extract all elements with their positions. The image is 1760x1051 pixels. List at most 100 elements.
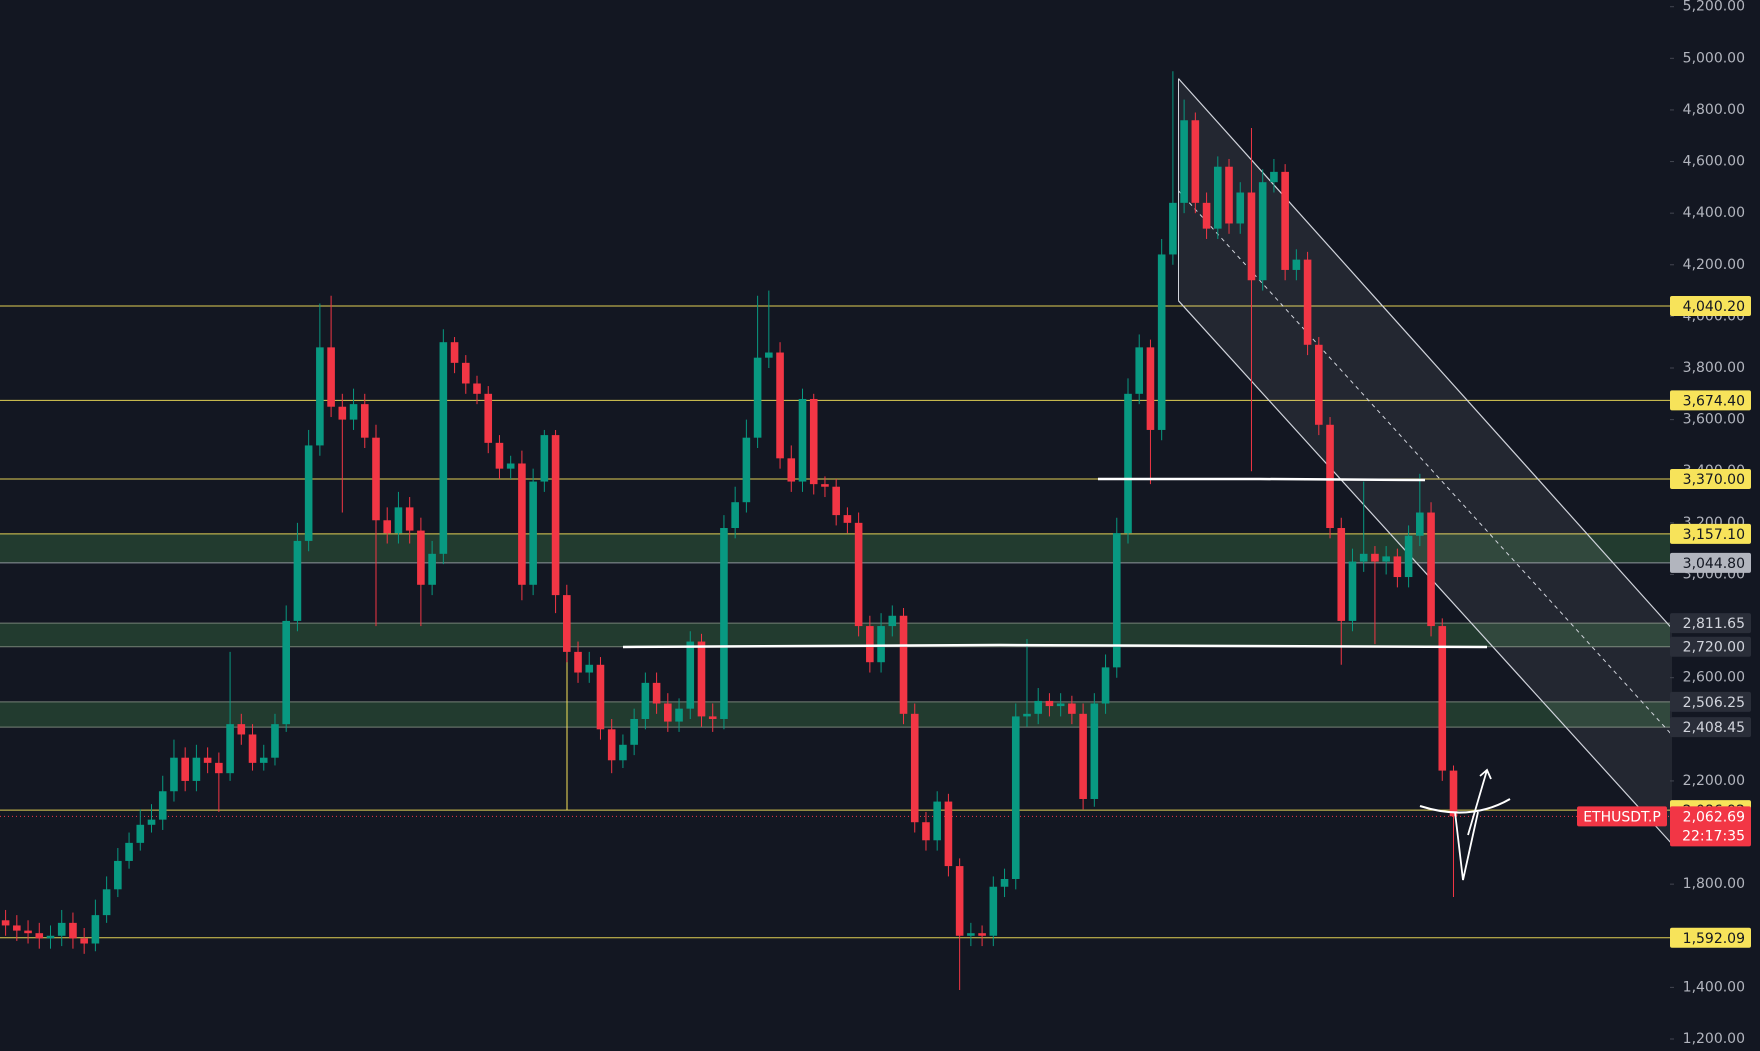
candle-body bbox=[1371, 553, 1379, 562]
candle-body bbox=[866, 626, 874, 663]
level-label: 2,811.65 bbox=[1683, 616, 1745, 632]
candle-body bbox=[686, 641, 695, 709]
candle-body bbox=[1438, 626, 1447, 771]
candle-body bbox=[551, 435, 560, 596]
candle-body bbox=[675, 708, 683, 722]
level-label-box bbox=[1670, 927, 1751, 948]
candle-body bbox=[720, 528, 728, 719]
candle-body bbox=[80, 938, 88, 944]
candle-body bbox=[24, 930, 32, 934]
candle-body bbox=[136, 824, 145, 843]
candle-body bbox=[450, 342, 459, 363]
candle-body bbox=[1056, 703, 1065, 707]
candle-body bbox=[933, 801, 941, 841]
candle-body bbox=[125, 842, 133, 861]
candle-body bbox=[360, 404, 369, 438]
candle-body bbox=[13, 925, 21, 931]
candle-body bbox=[1427, 512, 1435, 627]
candle-body bbox=[1382, 556, 1390, 562]
candle-body bbox=[192, 757, 201, 781]
symbol-box bbox=[1577, 806, 1667, 827]
level-label-box bbox=[1670, 613, 1751, 634]
candle-body bbox=[338, 406, 347, 420]
candle-body bbox=[215, 762, 223, 774]
candle-body bbox=[282, 620, 290, 725]
level-label: 2,506.25 bbox=[1683, 695, 1745, 711]
level-label: 3,370.00 bbox=[1683, 472, 1745, 488]
drawn-arrow bbox=[1467, 768, 1492, 836]
candle-body bbox=[1, 920, 10, 926]
candle-body bbox=[316, 347, 324, 446]
symbol-label: ETHUSDT.P bbox=[1583, 809, 1661, 825]
level-label-box bbox=[1670, 717, 1751, 738]
candle-body bbox=[1270, 171, 1278, 183]
candle-body bbox=[506, 463, 515, 469]
candle-body bbox=[787, 458, 796, 482]
candle-body bbox=[607, 729, 616, 761]
level-label-box bbox=[1670, 468, 1751, 489]
candle-body bbox=[226, 724, 234, 774]
candle-body bbox=[349, 404, 358, 420]
candle-body bbox=[821, 484, 829, 487]
drawn-line bbox=[1098, 477, 1426, 482]
candle-body bbox=[327, 347, 335, 407]
candle-body bbox=[170, 757, 178, 792]
candle-body bbox=[69, 922, 77, 939]
candle-body bbox=[428, 553, 436, 585]
candle-body bbox=[147, 819, 156, 825]
candle-body bbox=[237, 724, 246, 735]
candle-body bbox=[776, 352, 784, 459]
y-tick-label: 5,000.00 bbox=[1683, 50, 1745, 66]
candle-body bbox=[641, 682, 650, 719]
candle-body bbox=[989, 886, 998, 936]
candle-body bbox=[888, 615, 897, 627]
candle-body bbox=[1112, 533, 1121, 668]
y-tick-label: 4,800.00 bbox=[1683, 102, 1745, 118]
candle-body bbox=[1169, 202, 1177, 255]
candle-body bbox=[394, 507, 403, 534]
y-tick-label: 1,800.00 bbox=[1683, 876, 1745, 892]
candle-body bbox=[1326, 424, 1334, 529]
candle-body bbox=[596, 664, 605, 730]
candle-body bbox=[585, 664, 594, 673]
candle-body bbox=[967, 933, 975, 936]
drawn-curve bbox=[1419, 798, 1511, 814]
candle-body bbox=[563, 595, 571, 652]
current-price-box bbox=[1670, 806, 1751, 847]
y-tick-label: 4,400.00 bbox=[1683, 205, 1745, 221]
candle-body bbox=[35, 933, 44, 939]
candle-body bbox=[259, 757, 268, 763]
candle-body bbox=[1023, 713, 1031, 717]
candle-body bbox=[753, 357, 762, 438]
candle-body bbox=[832, 486, 840, 516]
zone bbox=[0, 533, 1670, 563]
candle-body bbox=[203, 757, 212, 763]
candle-body bbox=[1045, 700, 1054, 707]
candle-body bbox=[978, 933, 986, 936]
candle-body bbox=[1090, 703, 1099, 799]
candle-body bbox=[798, 398, 807, 482]
y-tick-label: 5,200.00 bbox=[1683, 0, 1745, 15]
current-price-label: 2,062.69 bbox=[1683, 809, 1745, 825]
candle-body bbox=[708, 716, 717, 719]
candle-body bbox=[304, 445, 313, 541]
candle-body bbox=[518, 463, 526, 585]
level-label: 3,674.40 bbox=[1683, 393, 1745, 409]
y-tick-label: 4,200.00 bbox=[1683, 257, 1745, 273]
y-tick-label: 1,200.00 bbox=[1683, 1031, 1745, 1047]
y-tick-label: 2,200.00 bbox=[1683, 773, 1745, 789]
candle-body bbox=[1258, 182, 1267, 281]
candle-body bbox=[405, 507, 414, 531]
level-label-box bbox=[1670, 296, 1751, 317]
candle-body bbox=[248, 734, 257, 763]
candle-body bbox=[922, 822, 930, 841]
candle-body bbox=[372, 437, 380, 521]
level-label-box bbox=[1670, 523, 1751, 544]
candle-body bbox=[439, 342, 448, 554]
drawn-line bbox=[622, 643, 1488, 649]
candle-body bbox=[1068, 703, 1076, 714]
channel-mid bbox=[1178, 190, 1673, 736]
y-tick-label: 3,800.00 bbox=[1683, 360, 1745, 376]
